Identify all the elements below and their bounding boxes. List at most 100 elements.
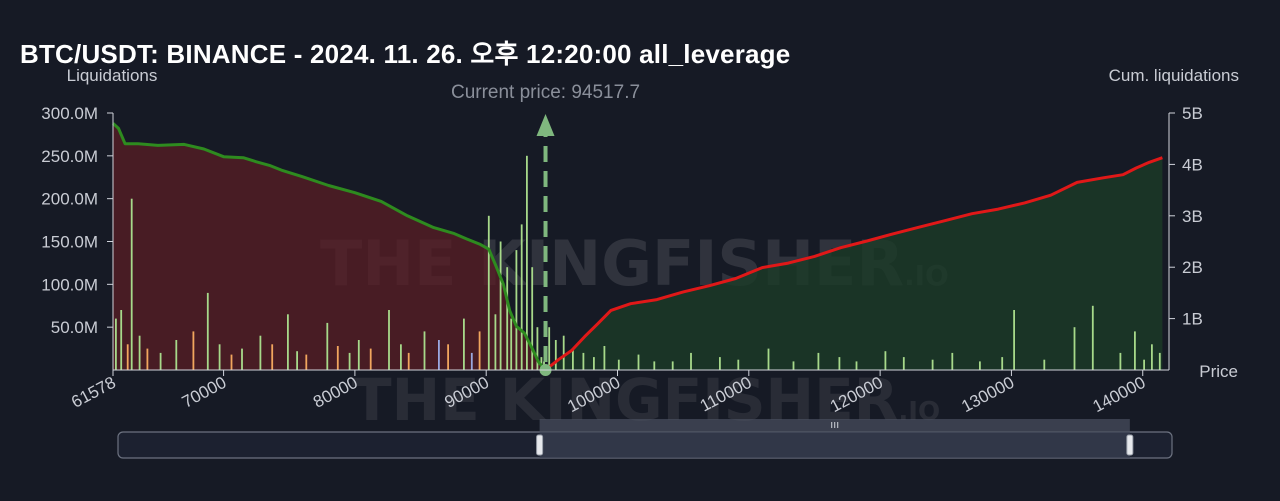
liquidation-bars	[115, 155, 1161, 371]
zoom-slider[interactable]	[117, 419, 1173, 459]
liquidation-bar	[1013, 310, 1015, 370]
liquidation-bar	[582, 352, 585, 370]
liquidation-bar	[130, 198, 133, 370]
left-tick-label: 200.0M	[41, 190, 98, 209]
liquidation-bar	[146, 348, 149, 370]
left-axis-title: Liquidations	[67, 66, 158, 85]
liquidation-bar	[271, 344, 274, 370]
liquidation-bar	[1143, 359, 1145, 370]
liquidation-bar	[206, 292, 209, 370]
zoom-slider-left-handle[interactable]	[536, 434, 544, 456]
liquidation-bar	[463, 318, 465, 370]
liquidation-bar	[593, 357, 595, 370]
cumulative-lines	[111, 122, 1163, 372]
x-tick-label: 70000	[179, 373, 230, 412]
liquidation-bar	[407, 352, 410, 370]
current-price-arrow	[536, 114, 555, 136]
liquidation-bar	[499, 241, 502, 370]
liquidation-bar	[737, 359, 740, 370]
liquidation-bar	[951, 352, 954, 370]
x-axis-title: Price	[1199, 362, 1238, 381]
liquidation-bar	[536, 327, 539, 370]
liquidation-bar	[653, 361, 656, 370]
liquidation-bar	[1158, 352, 1161, 370]
liquidation-bar	[931, 359, 934, 370]
right-tick-label: 1B	[1182, 310, 1203, 329]
liquidation-bar	[259, 335, 262, 370]
liquidation-bar	[510, 318, 513, 370]
x-tick-label: 140000	[1090, 373, 1149, 416]
liquidation-bar	[817, 352, 820, 370]
liquidation-bar	[520, 224, 523, 370]
liquidation-bar	[1001, 357, 1004, 370]
liquidation-bar	[1073, 327, 1076, 370]
liquidation-bar	[192, 331, 195, 370]
liquidation-bar	[348, 352, 351, 370]
liquidation-bar	[218, 344, 221, 370]
liquidation-bar	[400, 344, 402, 370]
liquidation-bar	[562, 335, 565, 370]
liquidation-bar	[388, 310, 390, 370]
liquidation-bar	[979, 361, 981, 370]
short-cum-line	[111, 122, 547, 371]
liquidation-bar	[884, 351, 887, 370]
right-tick-label: 5B	[1182, 104, 1203, 123]
liquidation-bar	[438, 340, 440, 370]
liquidation-bar	[120, 310, 123, 370]
zoom-slider-window[interactable]	[539, 432, 1130, 458]
liquidation-bar	[326, 322, 329, 370]
liquidation-bar	[719, 357, 721, 370]
liquidation-bar	[515, 250, 518, 370]
zoom-slider-right-handle[interactable]	[1126, 434, 1134, 456]
area-fills	[113, 123, 1163, 370]
liquidation-bar	[838, 357, 841, 370]
liquidation-bar	[531, 267, 534, 370]
chart-title: BTC/USDT: BINANCE - 2024. 11. 26. 오후 12:…	[20, 39, 791, 69]
liquidation-bar	[855, 361, 858, 370]
liquidation-bar	[447, 344, 449, 370]
liquidation-bar	[767, 348, 770, 370]
long-cum-line	[544, 156, 1163, 372]
liquidation-bar	[506, 267, 509, 370]
liquidation-bar	[1043, 359, 1046, 370]
liquidation-bar	[617, 359, 620, 370]
liquidation-bar	[1091, 305, 1094, 371]
liquidation-bar	[671, 361, 674, 370]
liquidation-bar	[287, 314, 289, 370]
liquidation-bar	[526, 155, 528, 370]
right-axis-title: Cum. liquidations	[1109, 66, 1239, 85]
liquidation-bar	[336, 346, 339, 370]
liquidation-bar	[159, 352, 162, 370]
liquidation-bar	[1151, 344, 1153, 370]
right-tick-label: 4B	[1182, 155, 1203, 174]
liquidation-bar	[494, 314, 497, 370]
liquidation-bar	[230, 354, 233, 370]
liquidation-bar	[470, 352, 473, 370]
x-tick-label: 130000	[958, 373, 1017, 416]
x-tick-label: 61578	[68, 373, 119, 412]
liquidation-bar	[115, 318, 117, 370]
liquidation-bar	[1119, 352, 1122, 370]
liquidation-bar	[902, 357, 905, 370]
liquidation-bar	[423, 331, 426, 370]
liquidation-bar	[572, 348, 574, 370]
left-tick-label: 150.0M	[41, 233, 98, 252]
liquidation-bar	[548, 327, 551, 370]
liquidation-bar	[478, 331, 481, 370]
liquidation-bar	[369, 348, 372, 370]
liquidation-bar	[487, 215, 490, 370]
right-tick-label: 3B	[1182, 207, 1203, 226]
liquidation-bar	[690, 352, 692, 370]
liquidation-bar	[554, 340, 557, 370]
liquidation-bar	[357, 340, 360, 370]
left-tick-label: 100.0M	[41, 275, 98, 294]
liquidation-bar	[1134, 331, 1136, 370]
long-area-fill	[545, 157, 1163, 370]
right-tick-label: 2B	[1182, 258, 1203, 277]
liquidation-bar	[126, 344, 129, 370]
liquidation-bar	[792, 361, 795, 370]
liquidation-bar	[305, 354, 308, 370]
left-tick-label: 250.0M	[41, 147, 98, 166]
liquidation-bar	[241, 348, 243, 370]
